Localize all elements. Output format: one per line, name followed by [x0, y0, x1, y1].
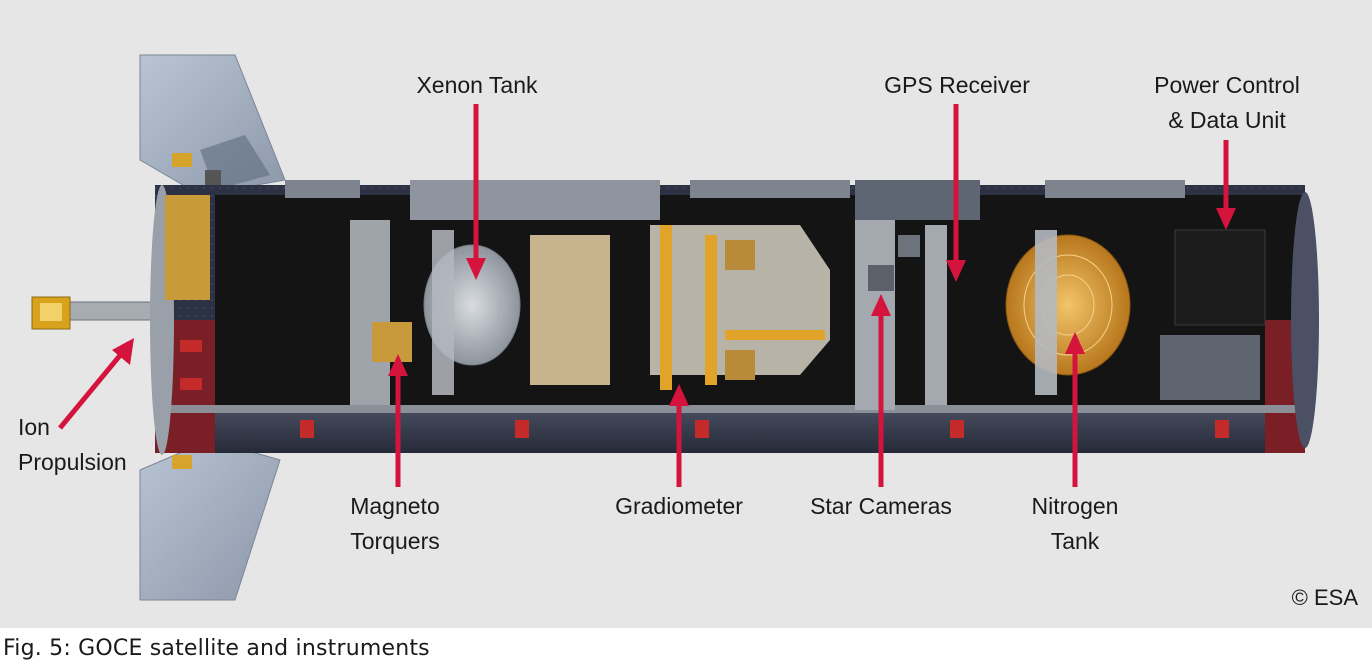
- power-control-unit: [1160, 229, 1266, 400]
- label-magneto-torquers-line2: Torquers: [350, 528, 440, 554]
- label-gps-receiver: GPS Receiver: [862, 68, 1052, 103]
- label-ion-propulsion: Ion Propulsion: [18, 410, 158, 480]
- label-gps-receiver-text: GPS Receiver: [884, 72, 1030, 98]
- label-magneto-torquers-line1: Magneto: [350, 493, 440, 519]
- gps-receiver-frame: [925, 225, 947, 405]
- arrow-magneto-torquers: [388, 354, 408, 487]
- nitrogen-tank: [1005, 230, 1131, 395]
- goce-satellite-illustration: [31, 54, 1319, 601]
- copyright-notice: © ESA: [1291, 585, 1358, 610]
- xenon-tank: [423, 230, 521, 395]
- gradiometer: [530, 225, 830, 390]
- label-nitrogen-tank-line1: Nitrogen: [1031, 493, 1119, 519]
- label-ion-propulsion-line2: Propulsion: [18, 449, 127, 475]
- label-nitrogen-tank-line2: Tank: [1050, 528, 1100, 554]
- label-xenon-tank-text: Xenon Tank: [416, 72, 538, 98]
- label-ion-propulsion-line1: Ion: [18, 414, 50, 440]
- arrow-star-cameras: [871, 294, 891, 487]
- upper-wing: [139, 54, 286, 196]
- label-gradiometer: Gradiometer: [594, 489, 764, 524]
- label-magneto-torquers: Magneto Torquers: [325, 489, 465, 559]
- arrow-gps-receiver: [946, 104, 966, 282]
- arrow-gradiometer: [669, 384, 689, 487]
- label-power-control: Power Control & Data Unit: [1132, 68, 1322, 138]
- magnetotorquer-frame: [350, 220, 412, 405]
- label-star-cameras: Star Cameras: [791, 489, 971, 524]
- label-xenon-tank: Xenon Tank: [392, 68, 562, 103]
- label-gradiometer-text: Gradiometer: [615, 493, 743, 519]
- arrow-nitrogen-tank: [1065, 332, 1085, 487]
- figure-panel: Xenon Tank GPS Receiver Power Control & …: [0, 0, 1372, 628]
- figure-caption: Fig. 5: GOCE satellite and instruments: [3, 636, 430, 661]
- label-nitrogen-tank: Nitrogen Tank: [1005, 489, 1145, 559]
- label-power-control-line2: & Data Unit: [1168, 107, 1286, 133]
- arrow-power-control: [1216, 140, 1236, 230]
- arrow-xenon-tank: [466, 104, 486, 280]
- label-power-control-line1: Power Control: [1154, 72, 1300, 98]
- lower-wing: [139, 439, 281, 601]
- arrow-ion-propulsion: [58, 338, 134, 430]
- label-star-cameras-text: Star Cameras: [810, 493, 952, 519]
